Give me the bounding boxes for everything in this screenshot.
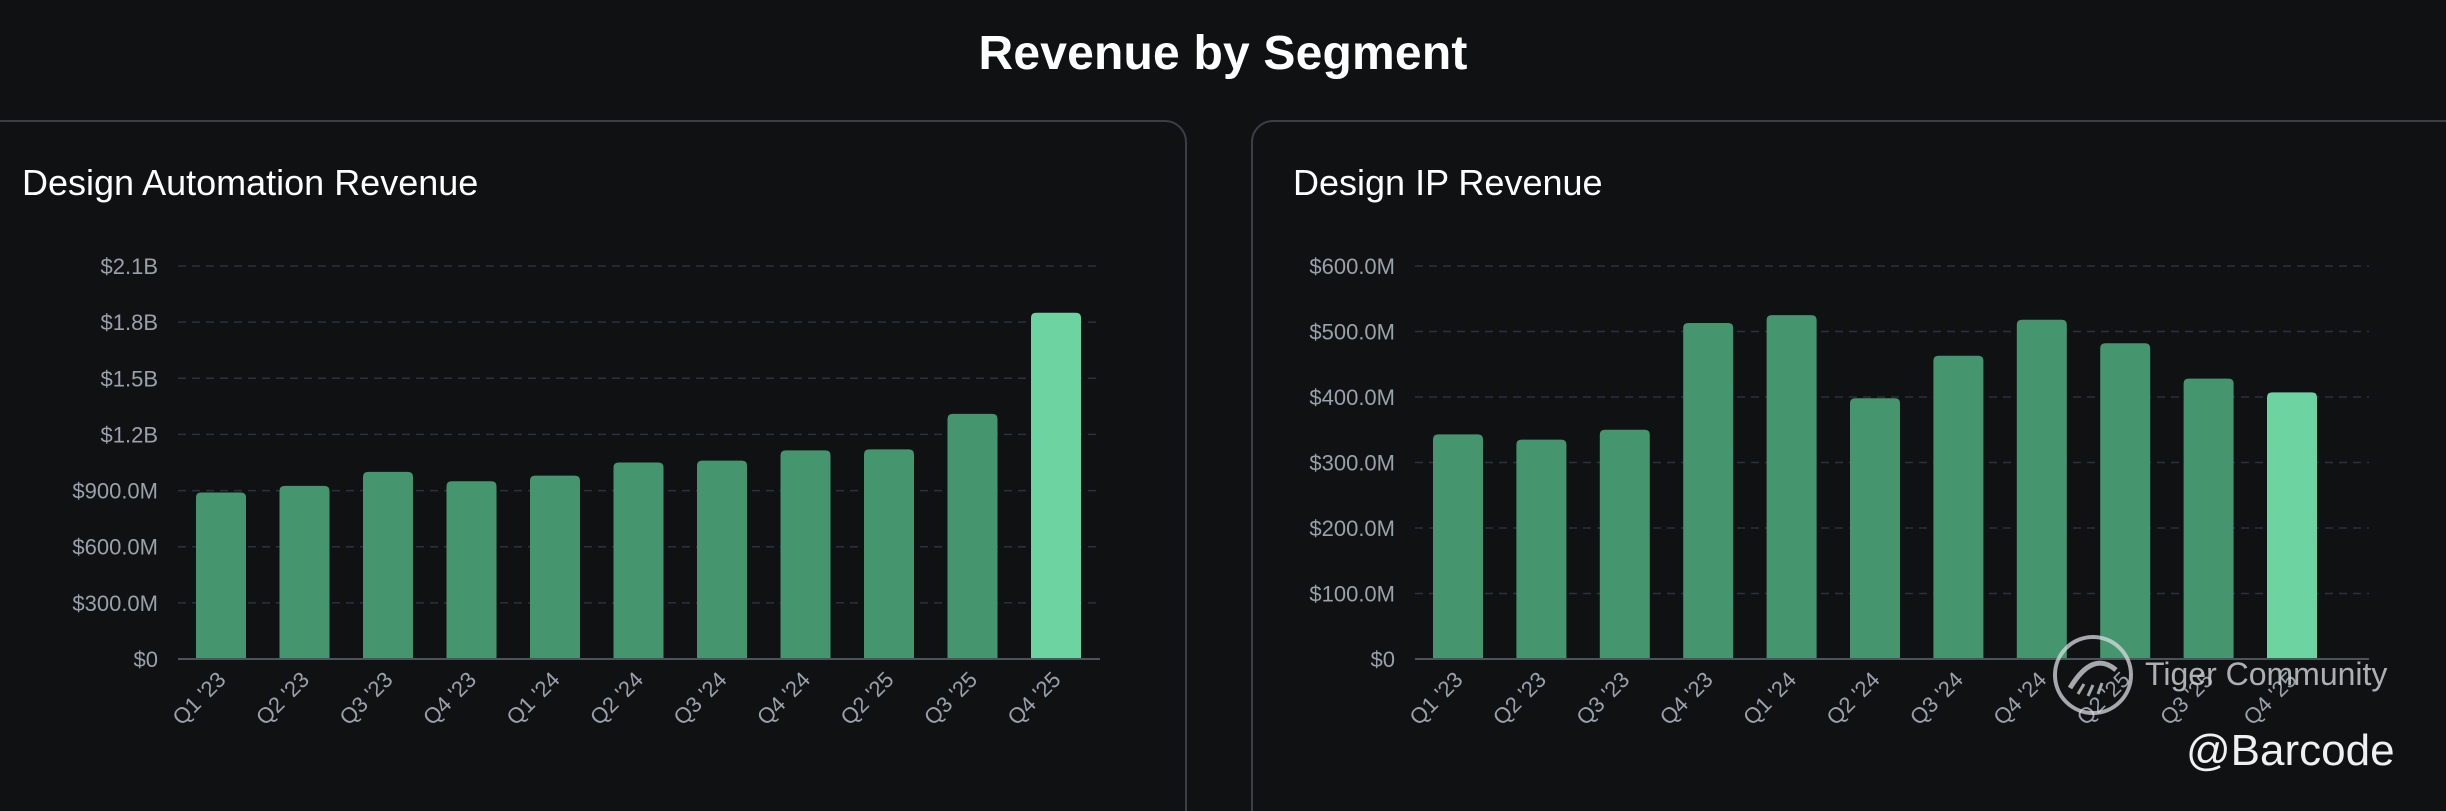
bar [530, 475, 580, 659]
x-tick-label: Q2 '23 [251, 667, 314, 730]
bar [363, 471, 413, 659]
x-tick-label: Q3 '25 [919, 667, 982, 730]
x-tick-label: Q4 '25 [1003, 667, 1066, 730]
x-tick-label: Q3 '24 [1905, 667, 1968, 730]
y-tick-label: $500.0M [1309, 320, 1395, 345]
y-tick-label: $200.0M [1309, 516, 1395, 541]
bar [2016, 319, 2067, 659]
y-tick-label: $400.0M [1309, 385, 1395, 410]
bar [1516, 439, 1567, 659]
y-tick-label: $900.0M [72, 479, 158, 504]
x-tick-label: Q2 '23 [1488, 667, 1551, 730]
x-tick-label: Q3 '24 [669, 667, 732, 730]
x-tick-label: Q4 '24 [752, 667, 815, 730]
tiger-logo-icon [2053, 635, 2133, 715]
x-tick-label: Q1 '23 [168, 667, 231, 730]
y-tick-label: $300.0M [1309, 451, 1395, 476]
bar [1683, 322, 1734, 659]
chart-svg: $0 $100.0M $200.0M $300.0M $400.0M $500.0M $60… [1309, 254, 2369, 730]
x-tick-label: Q1 '24 [1738, 667, 1801, 730]
bar [613, 462, 664, 659]
x-tick-label: Q3 '23 [335, 667, 398, 730]
bar [2100, 343, 2151, 659]
x-tick-label: Q2 '25 [836, 667, 899, 730]
x-tick-label: Q2 '24 [1822, 667, 1885, 730]
chart-title: Design IP Revenue [1293, 162, 1603, 203]
x-tick-label: Q4 '23 [418, 667, 481, 730]
y-tick-label: $600.0M [72, 535, 158, 560]
bar [2267, 392, 2317, 659]
bar [1850, 398, 1900, 659]
chart-panel-design-automation: Design Automation Revenue $0 $300.0M $600.… [0, 120, 1187, 811]
watermark-handle: @Barcode [2186, 726, 2395, 775]
y-tick-label: $300.0M [72, 591, 158, 616]
y-tick-label: $2.1B [101, 254, 159, 279]
x-tick-label: Q3 '23 [1571, 667, 1634, 730]
y-tick-label: $0 [1371, 647, 1395, 672]
y-tick-label: $100.0M [1309, 582, 1395, 607]
bar [1031, 312, 1081, 659]
chart-svg: $0 $300.0M $600.0M $900.0M $1.2B $1.5B $1.8B $2… [72, 254, 1100, 730]
y-tick-label: $0 [134, 647, 158, 672]
bar [1766, 315, 1817, 659]
bar [2183, 378, 2234, 659]
x-tick-label: Q1 '23 [1405, 667, 1468, 730]
bar [780, 450, 831, 659]
y-tick-label: $1.2B [101, 422, 159, 447]
bar [196, 492, 246, 659]
bar [446, 481, 497, 659]
x-tick-label: Q2 '24 [585, 667, 648, 730]
y-tick-label: $1.8B [101, 310, 159, 335]
bar [1933, 355, 1984, 659]
chart-title: Design Automation Revenue [22, 162, 479, 203]
chart-panel-design-ip: Design IP Revenue $0 $100.0M $200.0M $300.0… [1251, 120, 2446, 811]
page-title: Revenue by Segment [978, 27, 1468, 80]
bar [947, 413, 998, 659]
bar [279, 485, 330, 659]
y-tick-label: $1.5B [101, 366, 159, 391]
x-tick-label: Q4 '23 [1655, 667, 1718, 730]
bar [864, 449, 914, 659]
x-tick-label: Q4 '24 [1988, 667, 2051, 730]
bar [697, 460, 747, 659]
y-tick-label: $600.0M [1309, 254, 1395, 279]
bar [1433, 434, 1483, 659]
watermark-community: Tiger Community [2145, 656, 2388, 692]
x-tick-label: Q1 '24 [502, 667, 565, 730]
bar [1599, 429, 1650, 659]
